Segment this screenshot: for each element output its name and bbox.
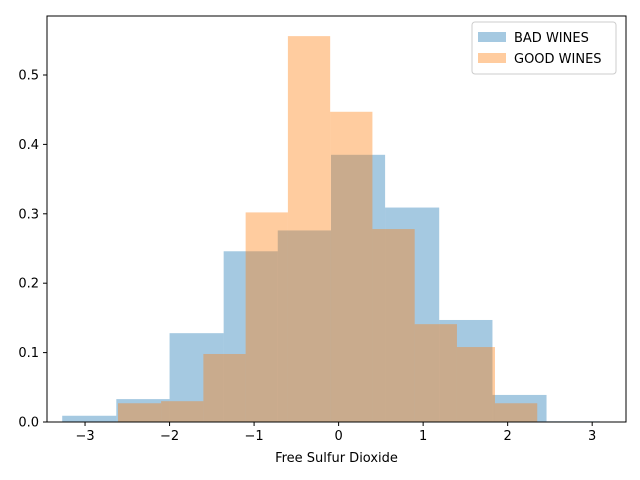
y-tick-label: 0.3 <box>18 207 39 222</box>
y-tick-label: 0.0 <box>18 416 39 431</box>
bar <box>287 36 331 422</box>
bar <box>62 415 117 422</box>
bar <box>161 401 204 422</box>
bar <box>245 212 288 422</box>
legend: BAD WINES GOOD WINES <box>471 21 617 75</box>
bar <box>439 319 493 422</box>
bar <box>414 324 457 422</box>
x-tick-label: −3 <box>75 429 94 444</box>
bar <box>116 399 170 422</box>
series-1 <box>62 154 600 423</box>
bar <box>277 230 332 422</box>
bar <box>456 347 495 422</box>
bar <box>331 154 386 423</box>
axes-frame <box>46 15 627 423</box>
legend-box <box>471 21 617 75</box>
bar <box>372 229 415 422</box>
bar <box>494 403 538 422</box>
x-tick-label: 2 <box>504 429 512 444</box>
bar <box>169 333 224 422</box>
bar <box>118 403 162 422</box>
y-tick-label: 0.1 <box>18 346 39 361</box>
bar <box>492 394 547 422</box>
bar <box>385 207 440 422</box>
x-tick-label: −1 <box>245 429 264 444</box>
x-tick-label: 3 <box>588 429 596 444</box>
x-tick-label: 1 <box>419 429 427 444</box>
bar <box>223 251 278 422</box>
bar <box>330 111 373 423</box>
y-tick-label: 0.4 <box>18 138 39 153</box>
legend-swatch <box>478 53 506 63</box>
legend-label: GOOD WINES <box>514 52 602 67</box>
bars-layer <box>62 36 600 423</box>
series-2 <box>118 36 538 423</box>
x-axis-label: Free Sulfur Dioxide <box>275 451 398 466</box>
y-tick-label: 0.2 <box>18 277 39 292</box>
x-tick-label: −2 <box>160 429 179 444</box>
ticks-layer: −3 −2 −1 0 1 2 3 0.0 0.1 0.2 0.3 0.4 0.5 <box>18 68 596 444</box>
legend-label: BAD WINES <box>514 31 589 46</box>
bar <box>203 353 246 422</box>
y-tick-label: 0.5 <box>18 68 39 83</box>
x-tick-label: 0 <box>334 429 342 444</box>
legend-swatch <box>478 32 506 42</box>
